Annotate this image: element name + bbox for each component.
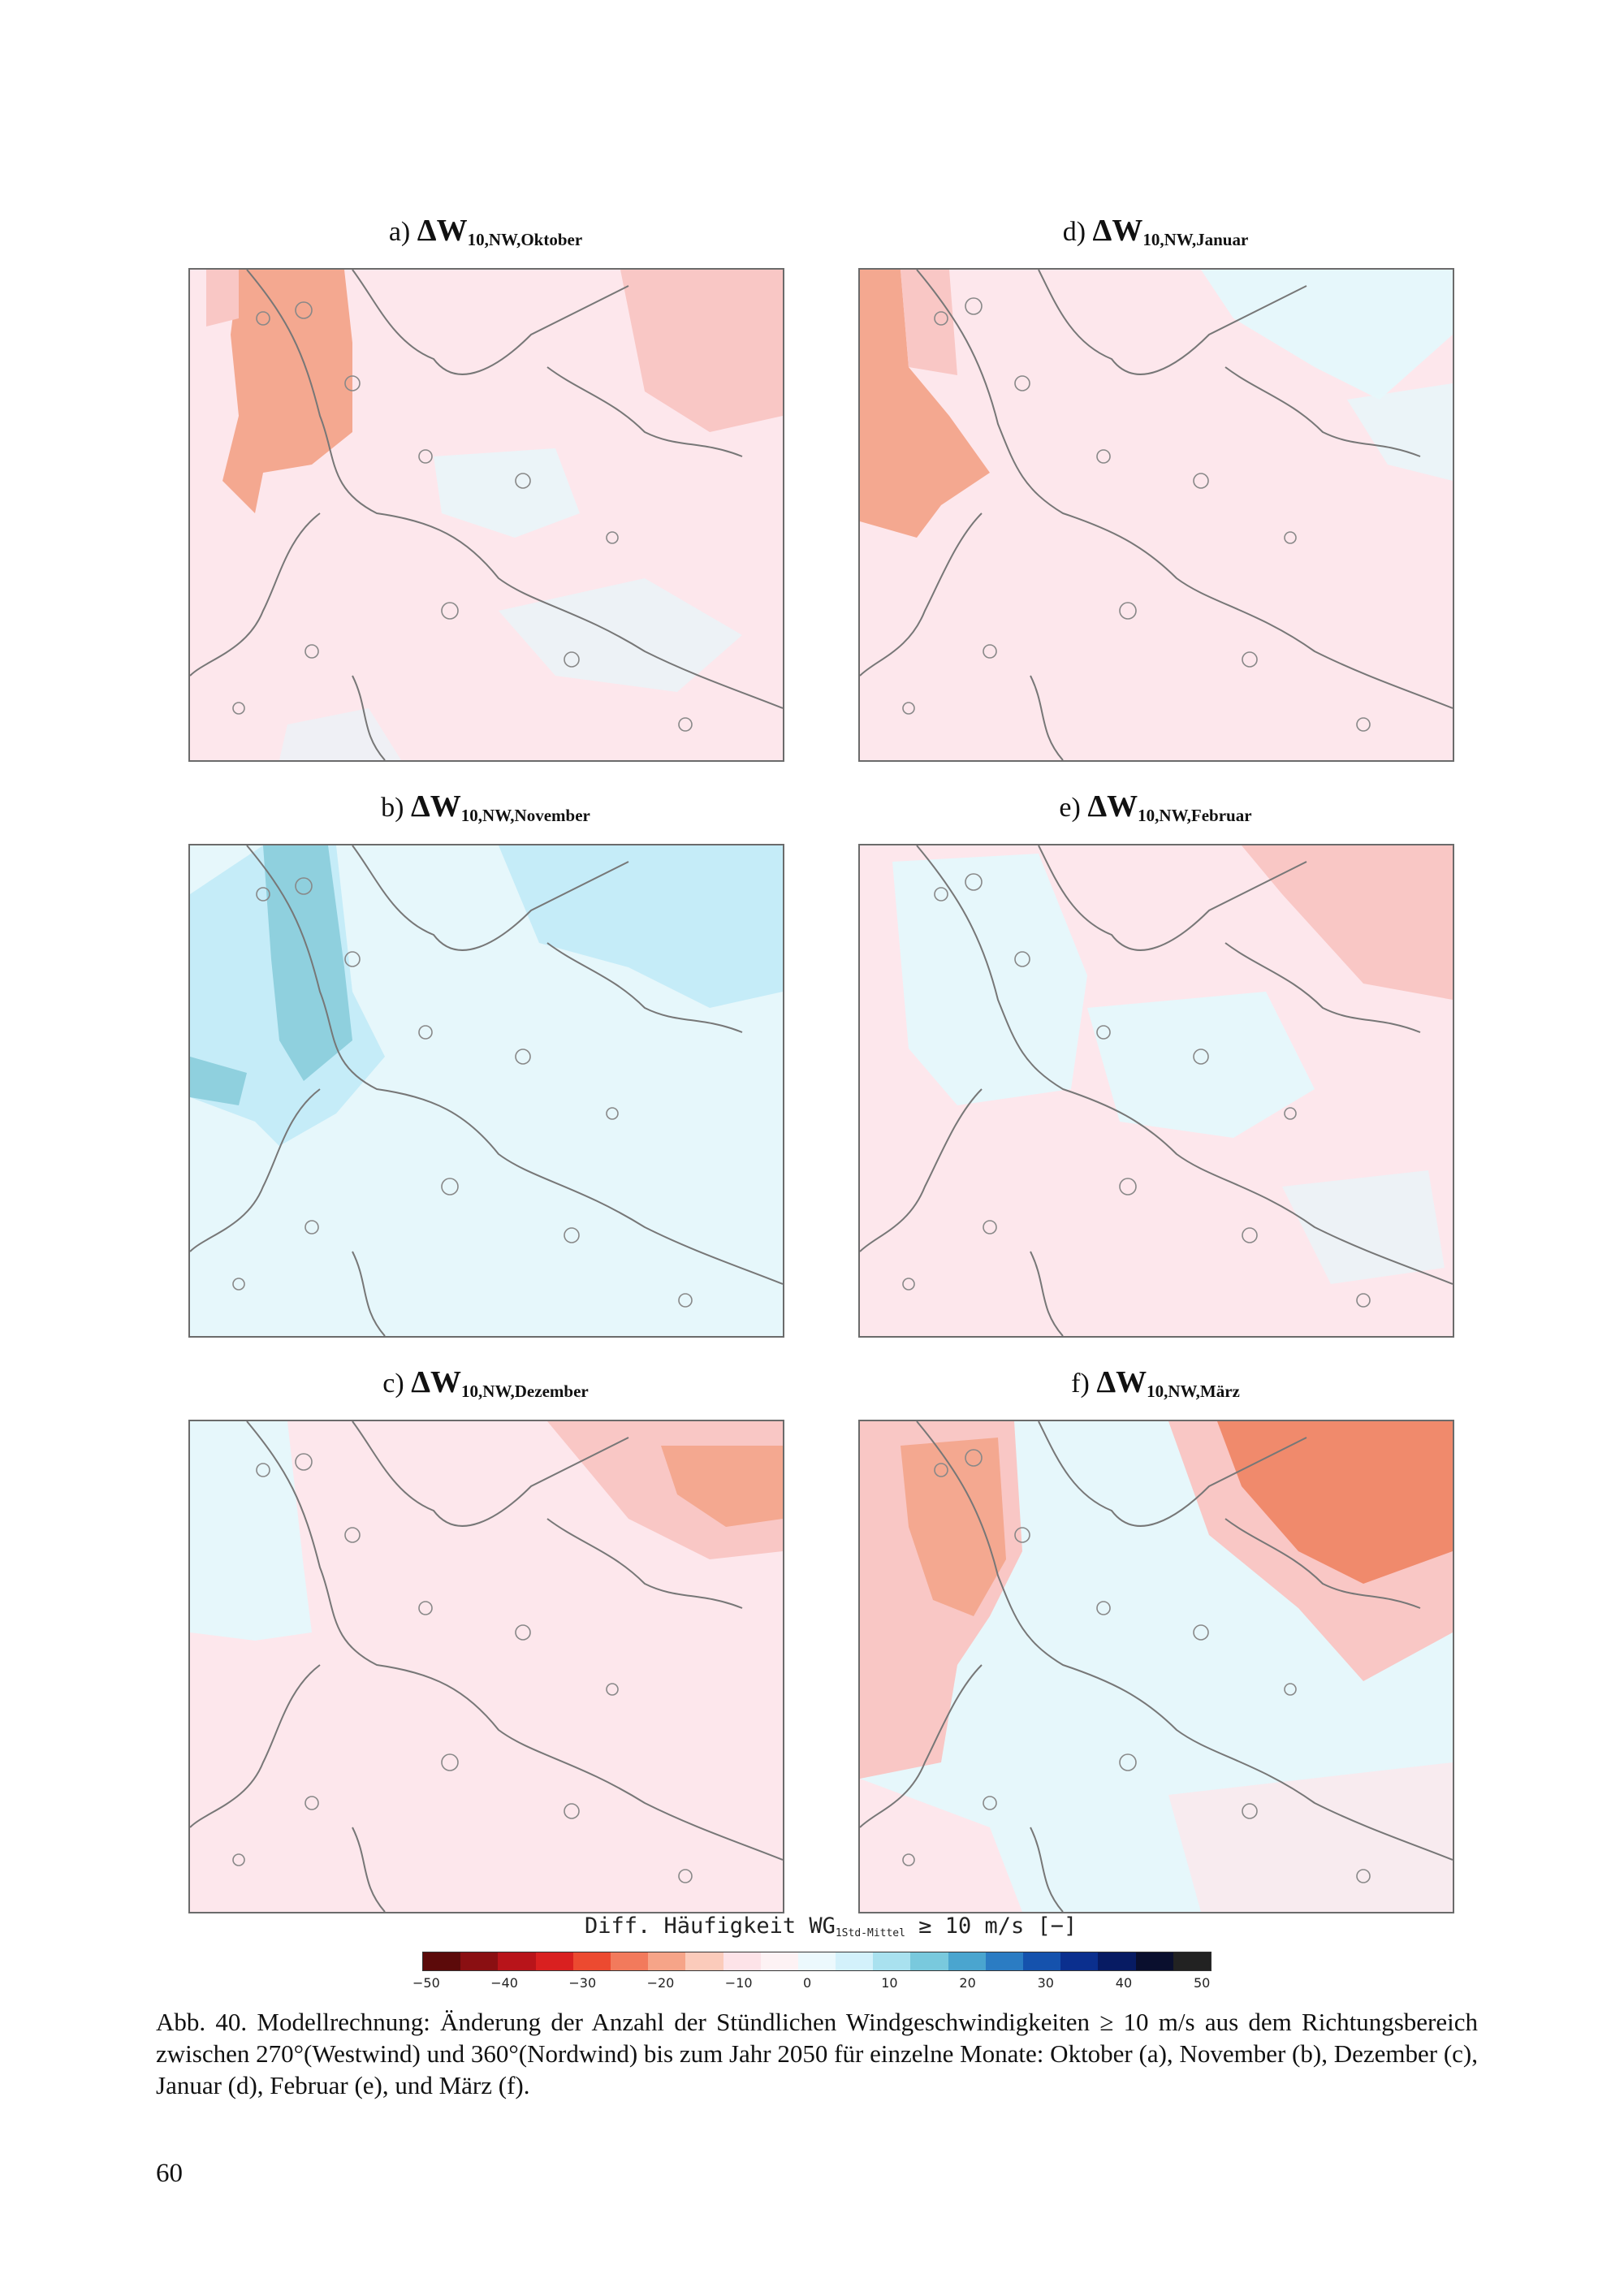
colorbar-segment — [498, 1952, 536, 1970]
map-februar-image — [860, 845, 1453, 1336]
colorbar-segment — [1060, 1952, 1099, 1970]
colorbar-tick-label: 20 — [959, 1975, 976, 1991]
colorbar-segment — [535, 1952, 573, 1970]
figure-caption: Abb. 40. Modellrechnung: Änderung der An… — [156, 2008, 1478, 2099]
colorbar-segment — [610, 1952, 649, 1970]
map-januar-image — [860, 270, 1453, 760]
colorbar-segment — [460, 1952, 499, 1970]
panel-subscript: 10,NW,Dezember — [461, 1381, 589, 1401]
panel-symbol: ΔW — [1087, 789, 1138, 824]
panel-label: b) — [381, 793, 404, 823]
panel-subscript: 10,NW,Januar — [1142, 230, 1249, 249]
panel-symbol: ΔW — [411, 1365, 462, 1399]
map-november-image — [190, 845, 783, 1336]
panel-title-b: b) ΔW10,NW,November — [188, 789, 783, 826]
colorbar-tick-label: 0 — [803, 1975, 812, 1991]
panel-title-a: a) ΔW10,NW,Oktober — [188, 213, 783, 250]
page-number: 60 — [156, 2159, 183, 2188]
panel-subscript: 10,NW,Februar — [1138, 806, 1252, 825]
colorbar-tick-label: 30 — [1037, 1975, 1054, 1991]
panel-symbol: ΔW — [1096, 1365, 1147, 1399]
colorbar-segment — [797, 1952, 836, 1970]
panel-label: c) — [382, 1369, 404, 1399]
colorbar-tick-label: −20 — [646, 1975, 675, 1991]
legend-title: Diff. Häufigkeit WG1Std-Mittel ≥ 10 m/s … — [585, 1913, 1077, 1939]
panel-label: f) — [1071, 1369, 1090, 1399]
colorbar-segment — [1135, 1952, 1173, 1970]
map-dezember-image — [190, 1421, 783, 1912]
panel-title-e: e) ΔW10,NW,Februar — [858, 789, 1453, 826]
map-panel-november — [188, 844, 784, 1338]
colorbar-segment — [873, 1952, 911, 1970]
colorbar-segment — [760, 1952, 798, 1970]
panel-label: a) — [388, 217, 411, 247]
map-oktober-image — [190, 270, 783, 760]
legend-title-suffix: ≥ 10 m/s [−] — [918, 1913, 1078, 1939]
panel-title-c: c) ΔW10,NW,Dezember — [188, 1364, 783, 1402]
colorbar-tick-label: −10 — [724, 1975, 753, 1991]
colorbar-segment — [985, 1952, 1023, 1970]
map-maerz-image — [860, 1421, 1453, 1912]
colorbar-tick-label: 50 — [1194, 1975, 1211, 1991]
panel-symbol: ΔW — [417, 214, 468, 248]
colorbar-tick-label: −40 — [490, 1975, 518, 1991]
colorbar-tick-label: −30 — [568, 1975, 597, 1991]
panel-symbol: ΔW — [1092, 214, 1143, 248]
panel-subscript: 10,NW,November — [460, 806, 590, 825]
colorbar-tick-label: −50 — [412, 1975, 440, 1991]
colorbar-segment — [948, 1952, 986, 1970]
colorbar-segment — [836, 1952, 874, 1970]
colorbar-segment — [648, 1952, 686, 1970]
panel-label: d) — [1062, 217, 1086, 247]
legend-colorbar — [422, 1952, 1212, 1971]
colorbar-tick-label: 10 — [881, 1975, 898, 1991]
panel-title-f: f) ΔW10,NW,März — [858, 1364, 1453, 1402]
panel-subscript: 10,NW,März — [1147, 1381, 1240, 1401]
colorbar-segment — [910, 1952, 948, 1970]
colorbar-tick-label: 40 — [1115, 1975, 1133, 1991]
panel-title-d: d) ΔW10,NW,Januar — [858, 213, 1453, 250]
colorbar-segment — [1023, 1952, 1061, 1970]
map-panel-oktober — [188, 268, 784, 762]
colorbar-segment — [723, 1952, 761, 1970]
map-panel-maerz — [858, 1420, 1454, 1913]
legend-title-subscript: 1Std-Mittel — [835, 1927, 905, 1939]
colorbar-segment — [423, 1952, 461, 1970]
map-panel-dezember — [188, 1420, 784, 1913]
colorbar-segment — [572, 1952, 611, 1970]
colorbar-segment — [685, 1952, 723, 1970]
colorbar-segment — [1098, 1952, 1136, 1970]
panel-label: e) — [1059, 793, 1081, 823]
panel-subscript: 10,NW,Oktober — [467, 230, 583, 249]
panel-symbol: ΔW — [410, 789, 461, 824]
map-panel-januar — [858, 268, 1454, 762]
colorbar-segment — [1173, 1952, 1211, 1970]
map-panel-februar — [858, 844, 1454, 1338]
legend-title-prefix: Diff. Häufigkeit WG — [585, 1913, 836, 1939]
